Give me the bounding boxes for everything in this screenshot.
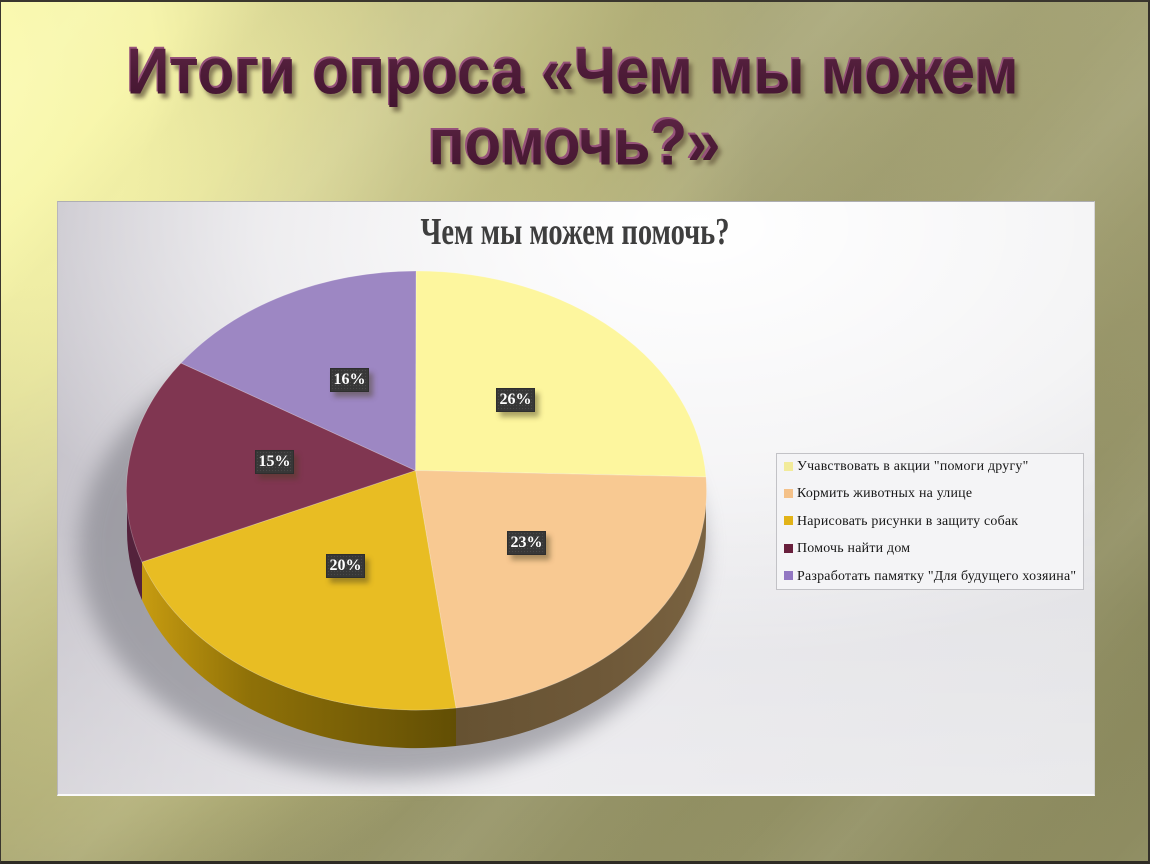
svg-text:помочь?»: помочь?» — [432, 110, 724, 183]
svg-text:Итоги опроса «Чем мы можем: Итоги опроса «Чем мы можем — [127, 35, 1019, 108]
svg-text:Итоги опроса «Чем мы можем: Итоги опроса «Чем мы можем — [125, 33, 1017, 106]
svg-text:помочь?»: помочь?» — [427, 104, 719, 177]
svg-text:Итоги опроса «Чем мы можем: Итоги опроса «Чем мы можем — [130, 39, 1022, 112]
svg-text:помочь?»: помочь?» — [429, 106, 721, 179]
